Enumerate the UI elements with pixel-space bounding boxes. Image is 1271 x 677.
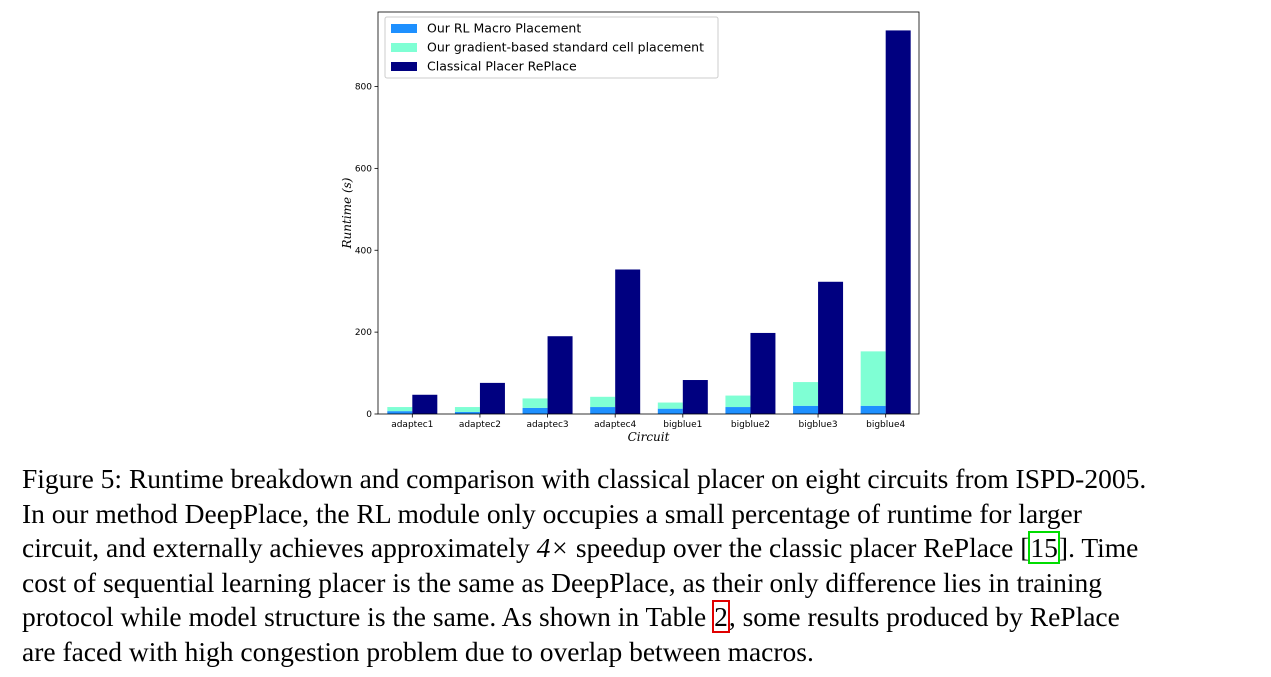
legend-label: Classical Placer RePlace: [427, 59, 577, 74]
figure-caption: Figure 5: Runtime breakdown and comparis…: [22, 462, 1268, 669]
caption-line: Figure 5: Runtime breakdown and comparis…: [22, 463, 1147, 494]
runtime-bar-chart: adaptec1 adaptec2 adaptec3 adaptec4 bigblue1…: [340, 11, 920, 444]
x-tick-label: bigblue4: [866, 420, 905, 430]
rl-macro-bar: [860, 405, 886, 414]
table-reference-link[interactable]: 2: [712, 600, 730, 633]
caption-line: are faced with high congestion problem d…: [22, 635, 814, 667]
caption-text: protocol while model structure is the sa…: [22, 601, 714, 632]
plot-frame: [377, 11, 920, 415]
legend-label: Our gradient-based standard cell placeme…: [427, 40, 704, 55]
legend-box: [384, 16, 719, 79]
x-tick-label: bigblue3: [799, 420, 838, 430]
gradient-cell-bar: [590, 396, 616, 408]
replace-bar: [412, 394, 438, 414]
gradient-cell-bar: [522, 398, 548, 408]
legend-swatch: [391, 43, 417, 52]
caption-text: , some results produced by RePlace: [728, 601, 1120, 632]
caption-line: circuit, and externally achieves approxi…: [22, 531, 1268, 566]
x-tick-label: adaptec4: [594, 420, 636, 430]
citation-link[interactable]: 15: [1028, 531, 1060, 564]
replace-bar: [682, 380, 708, 414]
rl-macro-bar: [454, 411, 480, 414]
x-tick-label: adaptec1: [391, 420, 433, 430]
x-tick-label: adaptec2: [459, 420, 501, 430]
gradient-cell-bar: [657, 402, 683, 409]
gradient-cell-bar: [725, 395, 751, 408]
figure: adaptec1 adaptec2 adaptec3 adaptec4 bigblue1…: [340, 11, 920, 444]
legend-label: Our RL Macro Placement: [427, 21, 581, 36]
rl-macro-bar: [590, 407, 616, 414]
x-tick-label: adaptec3: [526, 420, 568, 430]
caption-text: ]. Time: [1058, 532, 1139, 563]
y-tick-label: 400: [355, 246, 372, 256]
gradient-cell-bar: [860, 351, 886, 406]
rl-macro-bar: [522, 407, 548, 414]
y-tick-label: 0: [366, 410, 372, 420]
caption-text: speedup over the classic placer RePlace …: [568, 532, 1030, 563]
rl-macro-bar: [793, 405, 819, 414]
caption-line: protocol while model structure is the sa…: [22, 600, 1268, 635]
caption-line: In our method DeepPlace, the RL module o…: [22, 497, 1082, 529]
x-axis-title: Circuit: [628, 430, 670, 444]
gradient-cell-bar: [793, 382, 819, 406]
x-tick-label: bigblue2: [731, 420, 770, 430]
gradient-cell-bar: [387, 407, 413, 412]
rl-macro-bar: [725, 407, 751, 414]
x-tick-label: bigblue1: [663, 420, 702, 430]
y-tick-label: 600: [355, 164, 372, 174]
legend-swatch: [391, 62, 417, 71]
rl-macro-bar: [387, 411, 413, 414]
replace-bar: [750, 332, 776, 414]
y-tick-label: 200: [355, 328, 372, 338]
y-tick-label: 800: [355, 83, 372, 93]
rl-macro-bar: [657, 408, 683, 414]
replace-bar: [547, 336, 573, 414]
gradient-cell-bar: [454, 407, 480, 412]
caption-text: circuit, and externally achieves approxi…: [22, 532, 537, 563]
replace-bar: [615, 269, 641, 414]
caption-line: cost of sequential learning placer is th…: [22, 566, 1103, 598]
replace-bar: [818, 281, 844, 414]
speedup-math: 4×: [536, 532, 569, 563]
y-axis-title: Runtime (s): [340, 177, 354, 249]
replace-bar: [885, 30, 911, 414]
legend-swatch: [391, 24, 417, 33]
replace-bar: [479, 382, 505, 414]
